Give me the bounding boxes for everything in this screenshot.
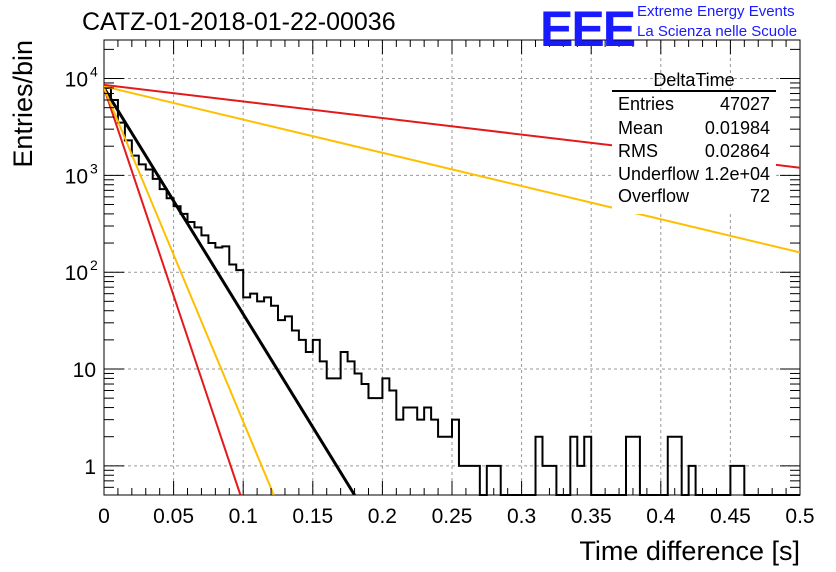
y-tick-label: 1 [84,456,96,479]
x-tick-label: 0.4 [646,505,676,528]
stats-value-rms: 0.02864 [705,141,770,161]
stats-label-mean: Mean [618,118,663,138]
x-tick-label: 0.35 [571,505,612,528]
x-tick-label: 0.25 [432,505,473,528]
stats-value-entries: 47027 [720,94,770,114]
fit-line-3 [104,85,800,254]
fit-line-2 [104,87,275,495]
logo-line-1: Extreme Energy Events [637,3,795,20]
eee-logo: EEE [540,1,636,57]
stats-value-overflow: 72 [750,186,770,206]
grid-lines [104,40,800,495]
x-tick-label: 0.45 [710,505,751,528]
y-tick-exponent: 3 [90,160,98,176]
fit-line-0 [104,87,356,495]
stats-label-underflow: Underflow [618,164,700,184]
stats-value-mean: 0.01984 [705,118,770,138]
x-tick-label: 0.2 [368,505,397,528]
stats-label-overflow: Overflow [618,186,690,206]
stats-label-rms: RMS [618,141,658,161]
y-tick-exponent: 2 [90,257,98,273]
y-tick-label: 10 [73,359,96,382]
stats-box: DeltaTime Entries 47027 Mean 0.01984 RMS… [612,70,776,214]
histogram-outline [104,86,800,496]
x-axis-label: Time difference [s] [579,536,800,566]
y-tick-label: 10 [65,262,88,285]
y-tick-label: 10 [65,165,88,188]
chart-title: CATZ-01-2018-01-22-00036 [82,8,396,36]
stats-label-entries: Entries [618,94,674,114]
x-axis-ticks: 0 0.05 0.1 0.15 0.2 0.25 0.3 0.35 0.4 0.45 0.5 [98,40,815,528]
logo-line-2: La Scienza nelle Scuole [637,23,798,40]
y-axis-label: Entries/bin [8,40,38,168]
x-tick-label: 0.5 [785,505,814,528]
y-tick-exponent: 4 [90,64,98,80]
fit-line-1 [104,87,242,495]
y-tick-label: 10 [65,69,88,92]
stats-value-underflow: 1.2e+04 [704,164,770,184]
x-tick-label: 0 [98,505,110,528]
x-tick-label: 0.15 [292,505,333,528]
x-tick-label: 0.1 [229,505,258,528]
histogram-group [104,86,800,496]
x-tick-label: 0.3 [507,505,536,528]
stats-box-background [612,90,776,214]
x-tick-label: 0.05 [153,505,194,528]
stats-box-title: DeltaTime [653,70,734,90]
